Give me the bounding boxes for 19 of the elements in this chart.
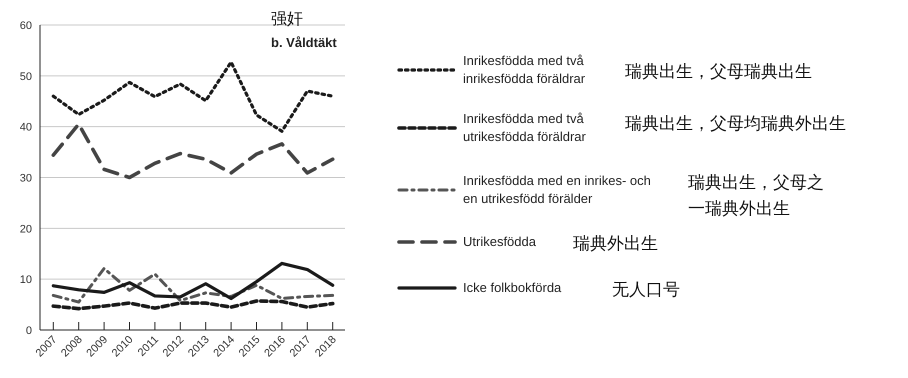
legend-label: Utrikesfödda: [463, 234, 536, 249]
y-tick-label: 20: [20, 223, 32, 236]
text: 瑞典出生，父母均瑞典外出生: [625, 113, 847, 136]
legend-label: Inrikesfödda med två utrikesfödda föräldrar: [463, 111, 586, 144]
text: 瑞典出生，父母瑞典出生: [625, 61, 813, 84]
legend-label: Inrikesfödda med en inrikes- och en utrikesfödd förälder: [463, 172, 652, 208]
y-tick-label: 50: [20, 70, 32, 83]
text: b. Våldtäkt: [271, 35, 338, 50]
y-tick-label: 0: [26, 325, 32, 337]
text: 瑞典出生，父母之一瑞典外出生: [688, 172, 825, 221]
legend-label: Inrikesfödda med två inrikesfödda föräldrar: [463, 53, 586, 86]
y-tick-label: 30: [20, 172, 32, 184]
text: 瑞典外出生: [573, 233, 659, 256]
text: 无人口号: [612, 279, 681, 302]
y-tick-label: 40: [20, 122, 32, 134]
legend-label: Icke folkbokförda: [463, 280, 562, 295]
y-tick-label: 60: [20, 20, 32, 32]
chart-title: 强奸: [271, 9, 303, 28]
y-tick-label: 10: [20, 274, 32, 286]
